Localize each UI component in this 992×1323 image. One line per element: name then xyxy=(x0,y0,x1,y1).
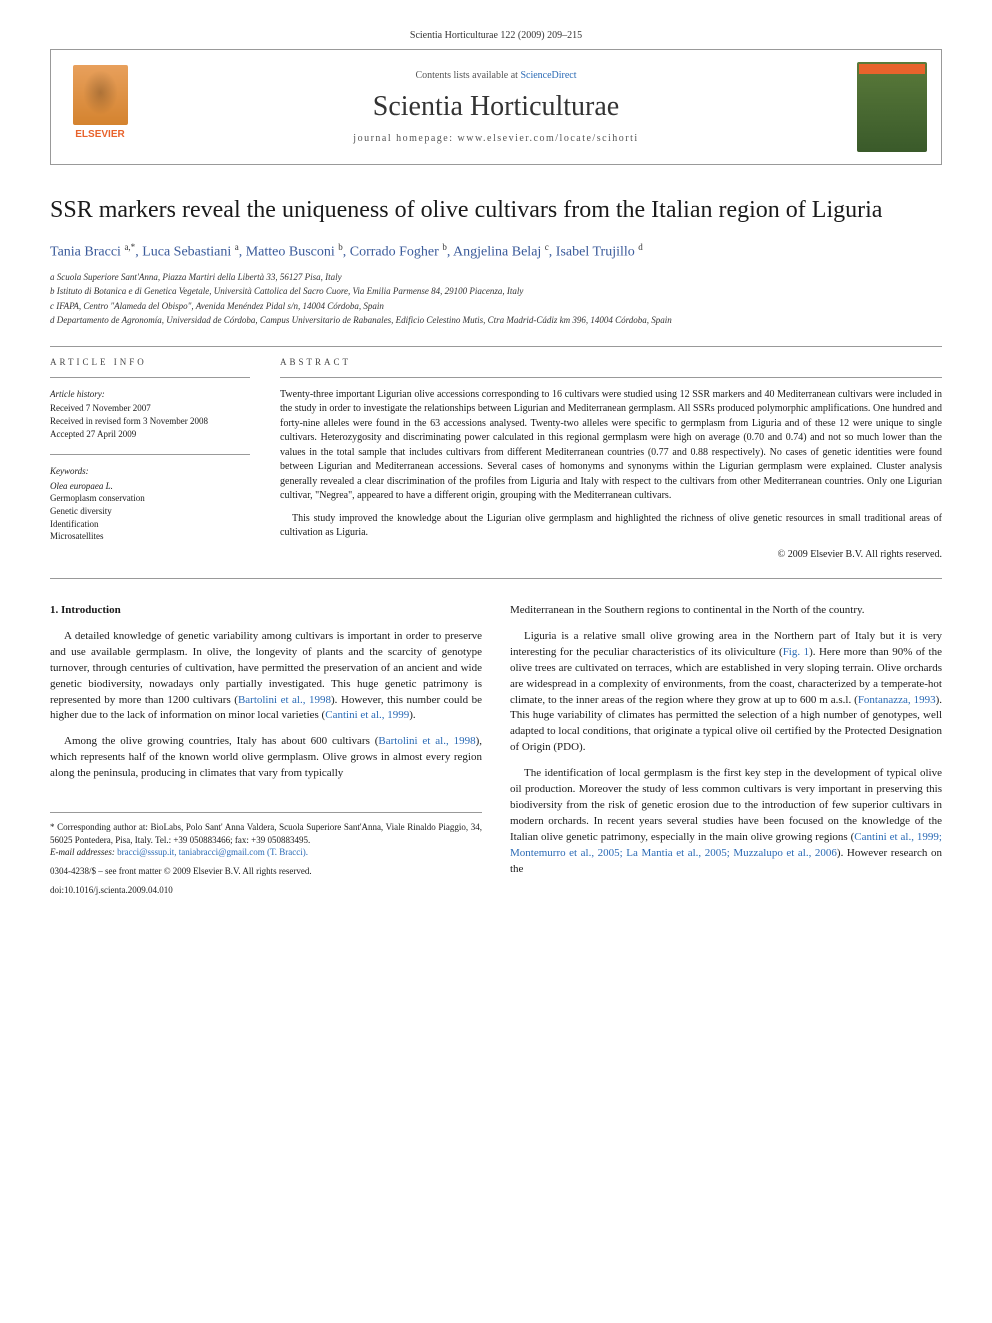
header-citation: Scientia Horticulturae 122 (2009) 209–21… xyxy=(50,30,942,41)
authors: Tania Bracci a,*, Luca Sebastiani a, Mat… xyxy=(50,242,942,261)
citation-link[interactable]: Bartolini et al., 1998 xyxy=(378,735,475,747)
contents-line: Contents lists available at ScienceDirec… xyxy=(155,70,837,81)
keywords-block: Keywords: Olea europaea L. Germoplasm co… xyxy=(50,465,250,543)
email-line: E-mail addresses: bracci@sssup.it, tania… xyxy=(50,846,482,859)
intro-p3: Liguria is a relative small olive growin… xyxy=(510,629,942,757)
affiliation-c: c IFAPA, Centro "Alameda del Obispo", Av… xyxy=(50,300,942,314)
homepage-line: journal homepage: www.elsevier.com/locat… xyxy=(155,133,837,144)
article-info: ARTICLE INFO Article history: Received 7… xyxy=(50,357,250,560)
revised-date: Received in revised form 3 November 2008 xyxy=(50,415,250,428)
article-info-head: ARTICLE INFO xyxy=(50,357,250,367)
contents-prefix: Contents lists available at xyxy=(415,70,520,81)
keyword: Microsatellites xyxy=(50,530,250,543)
rule xyxy=(50,377,250,378)
elsevier-tree-icon xyxy=(73,65,128,125)
abstract: ABSTRACT Twenty-three important Ligurian… xyxy=(280,357,942,560)
affiliations: a Scuola Superiore Sant'Anna, Piazza Mar… xyxy=(50,271,942,328)
issn-line: 0304-4238/$ – see front matter © 2009 El… xyxy=(50,865,482,878)
email-link[interactable]: bracci@sssup.it, taniabracci@gmail.com (… xyxy=(117,847,308,857)
history-head: Article history: xyxy=(50,388,250,401)
keywords-head: Keywords: xyxy=(50,465,250,478)
body-columns: 1. Introduction A detailed knowledge of … xyxy=(50,603,942,896)
abstract-p1: Twenty-three important Ligurian olive ac… xyxy=(280,388,942,504)
intro-p1-cont: Mediterranean in the Southern regions to… xyxy=(510,603,942,619)
intro-p2: Among the olive growing countries, Italy… xyxy=(50,734,482,782)
citation-link[interactable]: Fontanazza, 1993 xyxy=(858,694,936,706)
email-label: E-mail addresses: xyxy=(50,847,117,857)
received-date: Received 7 November 2007 xyxy=(50,402,250,415)
accepted-date: Accepted 27 April 2009 xyxy=(50,428,250,441)
doi-line: doi:10.1016/j.scienta.2009.04.010 xyxy=(50,884,482,897)
homepage-prefix: journal homepage: xyxy=(353,133,457,144)
figure-link[interactable]: Fig. 1 xyxy=(783,646,809,658)
keyword: Olea europaea L. xyxy=(50,480,250,493)
intro-p4: The identification of local germplasm is… xyxy=(510,766,942,878)
homepage-url[interactable]: www.elsevier.com/locate/scihorti xyxy=(458,133,639,144)
page: Scientia Horticulturae 122 (2009) 209–21… xyxy=(0,0,992,926)
rule xyxy=(50,454,250,455)
rule xyxy=(50,346,942,347)
abstract-p2: This study improved the knowledge about … xyxy=(280,512,942,541)
journal-name: Scientia Horticulturae xyxy=(155,91,837,123)
keyword: Genetic diversity xyxy=(50,505,250,518)
rule xyxy=(50,578,942,579)
article-title: SSR markers reveal the uniqueness of oli… xyxy=(50,195,942,226)
publisher-logo: ELSEVIER xyxy=(65,65,135,150)
publisher-name: ELSEVIER xyxy=(75,129,124,140)
left-column: 1. Introduction A detailed knowledge of … xyxy=(50,603,482,896)
journal-cover-thumbnail xyxy=(857,62,927,152)
citation-link[interactable]: Cantini et al., 1999 xyxy=(325,709,409,721)
rule xyxy=(280,377,942,378)
footer-corresponding: * Corresponding author at: BioLabs, Polo… xyxy=(50,812,482,896)
section-head-intro: 1. Introduction xyxy=(50,603,482,619)
affiliation-b: b Istituto di Botanica e di Genetica Veg… xyxy=(50,285,942,299)
right-column: Mediterranean in the Southern regions to… xyxy=(510,603,942,896)
header-center: Contents lists available at ScienceDirec… xyxy=(155,70,837,144)
affiliation-d: d Departamento de Agronomía, Universidad… xyxy=(50,314,942,328)
abstract-head: ABSTRACT xyxy=(280,357,942,367)
sciencedirect-link[interactable]: ScienceDirect xyxy=(520,70,576,81)
citation-link[interactable]: Bartolini et al., 1998 xyxy=(238,694,331,706)
history-block: Article history: Received 7 November 200… xyxy=(50,388,250,440)
affiliation-a: a Scuola Superiore Sant'Anna, Piazza Mar… xyxy=(50,271,942,285)
abstract-text: Twenty-three important Ligurian olive ac… xyxy=(280,388,942,541)
copyright: © 2009 Elsevier B.V. All rights reserved… xyxy=(280,549,942,560)
info-abstract-row: ARTICLE INFO Article history: Received 7… xyxy=(50,357,942,560)
corresponding-author: * Corresponding author at: BioLabs, Polo… xyxy=(50,821,482,846)
header-box: ELSEVIER Contents lists available at Sci… xyxy=(50,49,942,165)
intro-p1: A detailed knowledge of genetic variabil… xyxy=(50,629,482,725)
keyword: Germoplasm conservation xyxy=(50,492,250,505)
keyword: Identification xyxy=(50,518,250,531)
